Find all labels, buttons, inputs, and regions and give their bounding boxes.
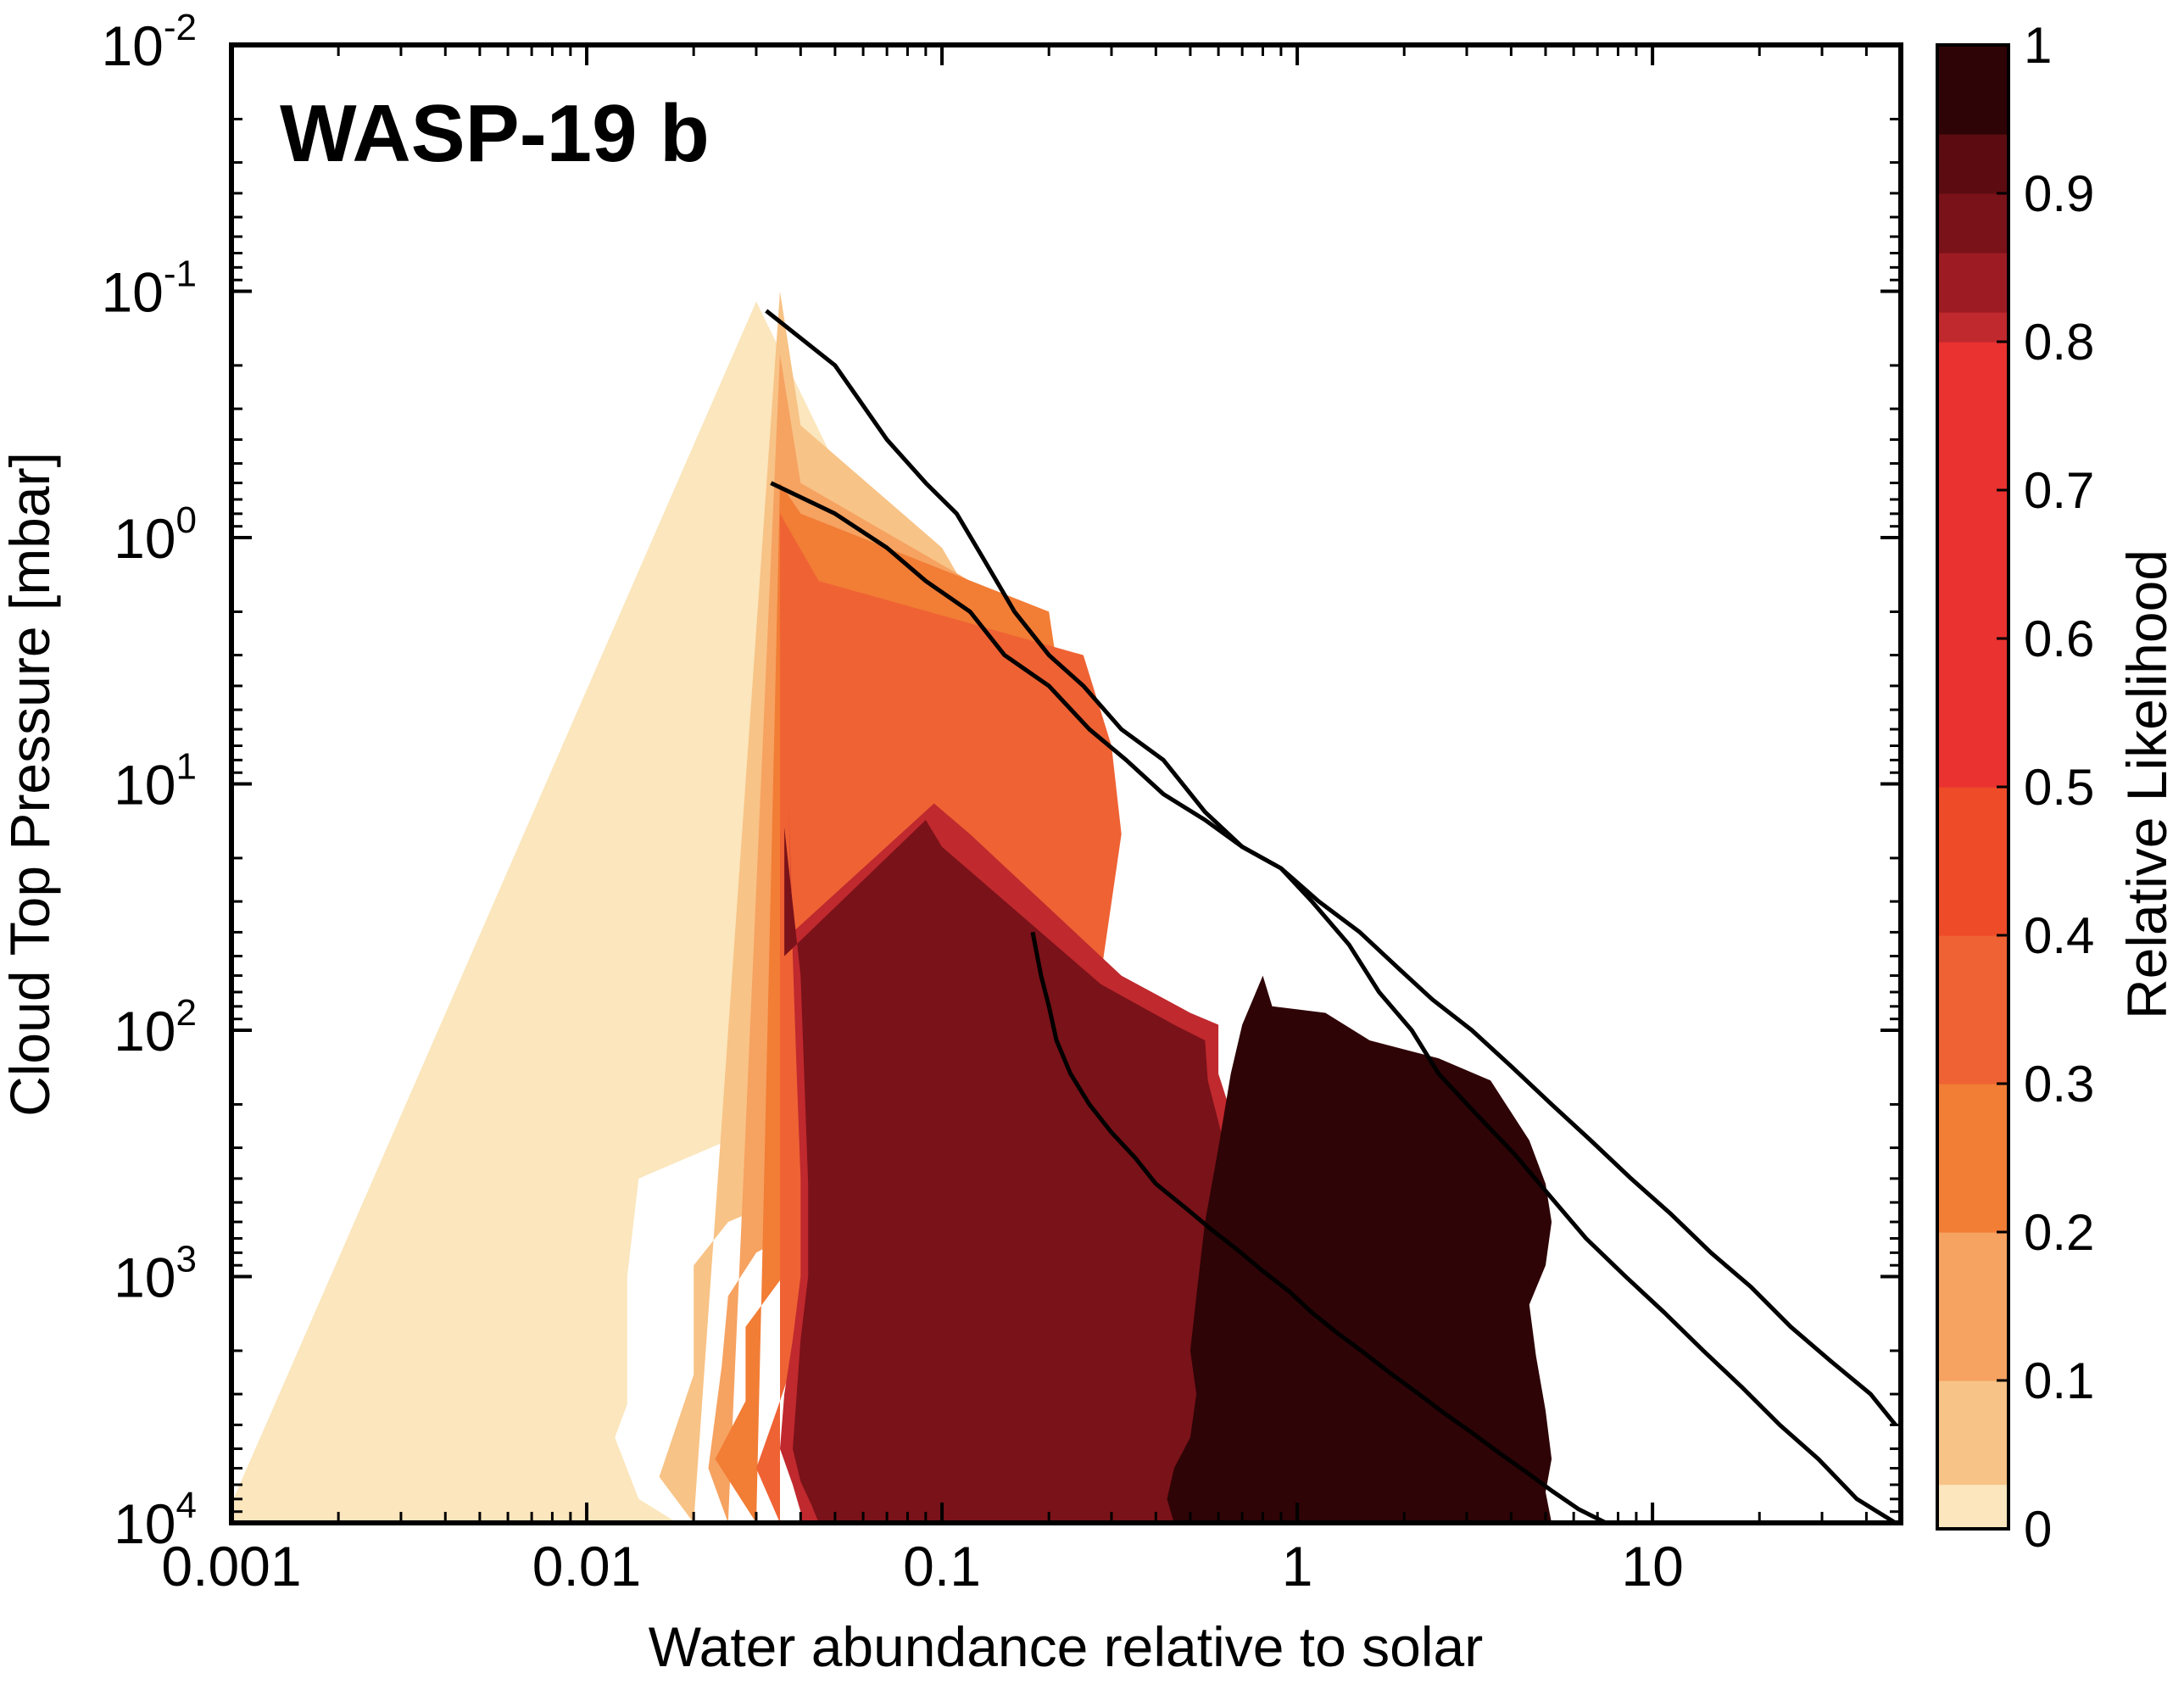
colorbar-band-2 <box>1937 1232 2008 1381</box>
contour-line-0 <box>765 309 1897 1523</box>
x-axis-ticks: 0.001 0.01 0.1 1 10 <box>161 45 1903 1598</box>
x-axis-title: Water abundance relative to solar <box>649 1615 1483 1678</box>
colorbar-tick-label: 0.7 <box>2024 462 2094 519</box>
colorbar-band-5 <box>1937 787 2008 936</box>
contour-line-1 <box>770 481 1897 1426</box>
colorbar-band-0 <box>1937 1484 2008 1530</box>
colorbar-band-6 <box>1937 342 2008 788</box>
colorbar-tick-label: 0.2 <box>2024 1204 2094 1261</box>
colorbar-band-11 <box>1937 45 2008 135</box>
colorbar-tick-label: 0.1 <box>2024 1352 2094 1409</box>
y-tick-label: 101 <box>114 746 197 817</box>
colorbar-tick-label: 0.3 <box>2024 1056 2094 1112</box>
colorbar-band-4 <box>1937 935 2008 1085</box>
colorbar-tick-label: 0.6 <box>2024 611 2094 667</box>
colorbar-band-7 <box>1937 312 2008 343</box>
colorbar-tick-label: 1 <box>2024 17 2052 74</box>
x-tick-label: 0.01 <box>532 1535 641 1598</box>
colorbar-tick-label: 0.5 <box>2024 759 2094 816</box>
likelihood-regions <box>231 291 1552 1523</box>
y-tick-label: 102 <box>114 992 197 1062</box>
colorbar-tick-label: 0.4 <box>2024 907 2094 964</box>
likelihood-region-7 <box>1167 975 1552 1523</box>
colorbar-band-1 <box>1937 1380 2008 1486</box>
y-axis-ticks: 10-2 10-1 100 101 102 103 104 <box>101 7 1901 1555</box>
x-tick-label: 0.1 <box>903 1535 981 1598</box>
colorbar-band-9 <box>1937 193 2008 254</box>
x-tick-label: 10 <box>1621 1535 1683 1598</box>
y-tick-label: 10-1 <box>101 254 197 324</box>
y-axis-title: Cloud Top Pressure [mbar] <box>0 452 61 1117</box>
y-tick-label: 104 <box>114 1485 197 1555</box>
colorbar: 0 0.1 0.2 0.3 0.4 0.5 0.6 0.7 0.8 0.9 1 <box>1936 17 2094 1558</box>
chart-title: WASP-19 b <box>280 88 710 179</box>
contour-lines <box>765 309 1897 1523</box>
x-tick-label: 1 <box>1282 1535 1313 1598</box>
contour-line-2 <box>1030 931 1607 1523</box>
colorbar-band-3 <box>1937 1084 2008 1233</box>
y-tick-label: 103 <box>114 1239 197 1309</box>
y-tick-label: 10-2 <box>101 7 197 77</box>
colorbar-tick-label: 0 <box>2024 1501 2052 1558</box>
colorbar-tick-label: 0.9 <box>2024 165 2094 222</box>
colorbar-band-8 <box>1937 253 2008 313</box>
x-tick-label: 0.001 <box>161 1535 301 1598</box>
colorbar-band-10 <box>1937 134 2008 194</box>
likelihood-region-6 <box>784 820 1290 1523</box>
colorbar-label: Relative Likelihood <box>2115 549 2178 1019</box>
colorbar-tick-label: 0.8 <box>2024 314 2094 371</box>
y-tick-label: 100 <box>114 499 197 570</box>
